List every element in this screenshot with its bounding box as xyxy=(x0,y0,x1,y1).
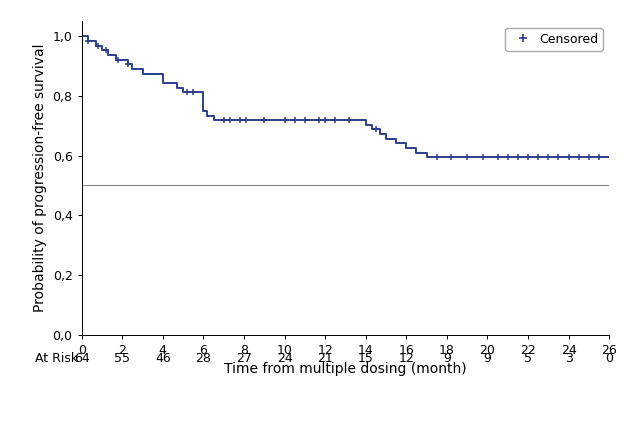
Legend: Censored: Censored xyxy=(505,28,603,51)
Text: 9: 9 xyxy=(443,352,451,365)
Text: 28: 28 xyxy=(195,352,211,365)
Text: 0: 0 xyxy=(605,352,613,365)
Text: 24: 24 xyxy=(277,352,293,365)
Text: 46: 46 xyxy=(155,352,171,365)
Text: 21: 21 xyxy=(317,352,333,365)
Text: 9: 9 xyxy=(484,352,491,365)
Text: 55: 55 xyxy=(114,352,130,365)
Text: 12: 12 xyxy=(398,352,414,365)
Text: At Risk: At Risk xyxy=(35,352,78,365)
X-axis label: Time from multiple dosing (month): Time from multiple dosing (month) xyxy=(224,362,467,376)
Text: 64: 64 xyxy=(73,352,90,365)
Y-axis label: Probability of progression-free survival: Probability of progression-free survival xyxy=(33,44,47,312)
Text: 15: 15 xyxy=(358,352,374,365)
Text: 3: 3 xyxy=(565,352,573,365)
Text: 27: 27 xyxy=(236,352,252,365)
Text: 5: 5 xyxy=(524,352,532,365)
